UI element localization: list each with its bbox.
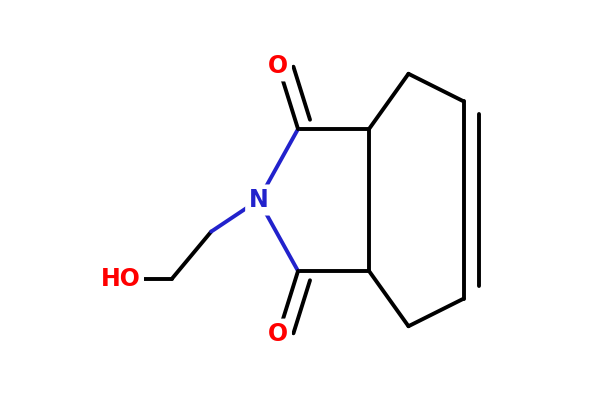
Text: HO: HO bbox=[101, 267, 140, 291]
Text: O: O bbox=[268, 322, 289, 346]
Text: O: O bbox=[268, 54, 289, 78]
Text: N: N bbox=[249, 188, 268, 212]
